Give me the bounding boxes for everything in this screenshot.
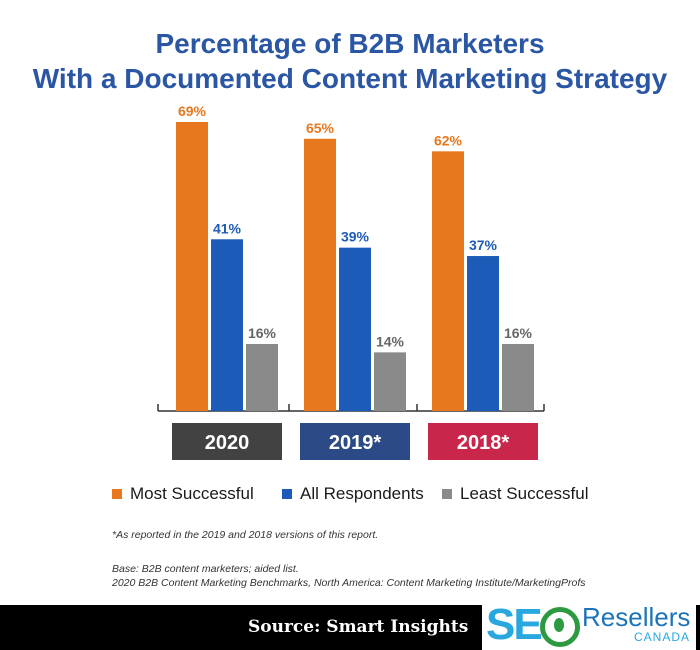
- legend-swatch: [112, 489, 122, 499]
- legend-item-all-respondents: All Respondents: [282, 484, 424, 504]
- category-box-2018*: [428, 423, 538, 460]
- logo-o-icon: [540, 607, 580, 647]
- data-label-2020-Most Successful: 69%: [178, 103, 207, 119]
- category-label-2018*: 2018*: [457, 432, 509, 454]
- data-label-2020-All Respondents: 41%: [213, 220, 242, 236]
- category-box-2020: [172, 423, 282, 460]
- data-label-2020-Least Successful: 16%: [248, 325, 277, 341]
- logo-resellers-text: Resellers: [582, 602, 691, 632]
- data-label-2019*-Least Successful: 14%: [376, 333, 405, 349]
- category-label-2020: 2020: [205, 432, 250, 454]
- bar-chart: 69% 41% 16% 2020 65% 39% 14% 2019* 62% 37% 16% 2018…: [157, 103, 545, 460]
- legend-label: Least Successful: [460, 484, 589, 503]
- footnote-base: Base: B2B content marketers; aided list.: [112, 563, 299, 575]
- chart-title: Percentage of B2B Marketers With a Docum…: [0, 26, 700, 96]
- legend-swatch: [442, 489, 452, 499]
- data-label-2018*-All Respondents: 37%: [469, 237, 498, 253]
- data-label-2019*-All Respondents: 39%: [341, 229, 370, 245]
- chart-title-line-1: Percentage of B2B Marketers: [155, 28, 545, 59]
- legend-swatch: [282, 489, 292, 499]
- logo-seo-text: SE: [486, 600, 543, 649]
- bar-2019*-Most Successful: [304, 138, 336, 412]
- logo-canada-text: CANADA: [634, 630, 691, 644]
- chart-title-line-2: With a Documented Content Marketing Stra…: [32, 63, 668, 94]
- seo-resellers-logo: SE Resellers CANADA: [482, 599, 696, 650]
- bar-2018*-All Respondents: [467, 256, 499, 411]
- data-label-2018*-Least Successful: 16%: [504, 325, 533, 341]
- category-label-2019*: 2019*: [329, 432, 381, 454]
- data-label-2018*-Most Successful: 62%: [434, 132, 463, 148]
- legend-item-most-successful: Most Successful: [112, 484, 254, 504]
- category-box-2019*: [300, 423, 410, 460]
- bar-2020-All Respondents: [211, 239, 243, 411]
- legend-label: All Respondents: [300, 484, 424, 503]
- bar-2020-Most Successful: [176, 122, 208, 411]
- bar-2019*-All Respondents: [339, 247, 371, 411]
- legend-label: Most Successful: [130, 484, 254, 503]
- bar-2019*-Least Successful: [374, 352, 406, 411]
- footnote-asterisk: *As reported in the 2019 and 2018 versio…: [112, 529, 379, 541]
- bar-2018*-Most Successful: [432, 151, 464, 411]
- bar-2018*-Least Successful: [502, 343, 534, 411]
- chart-legend: Most Successful All Respondents Least Succ…: [112, 484, 632, 508]
- bar-2020-Least Successful: [246, 343, 278, 411]
- data-label-2019*-Most Successful: 65%: [306, 120, 335, 136]
- footnote-source: 2020 B2B Content Marketing Benchmarks, N…: [112, 577, 586, 589]
- legend-item-least-successful: Least Successful: [442, 484, 589, 504]
- source-credit: Source: Smart Insights: [248, 617, 469, 637]
